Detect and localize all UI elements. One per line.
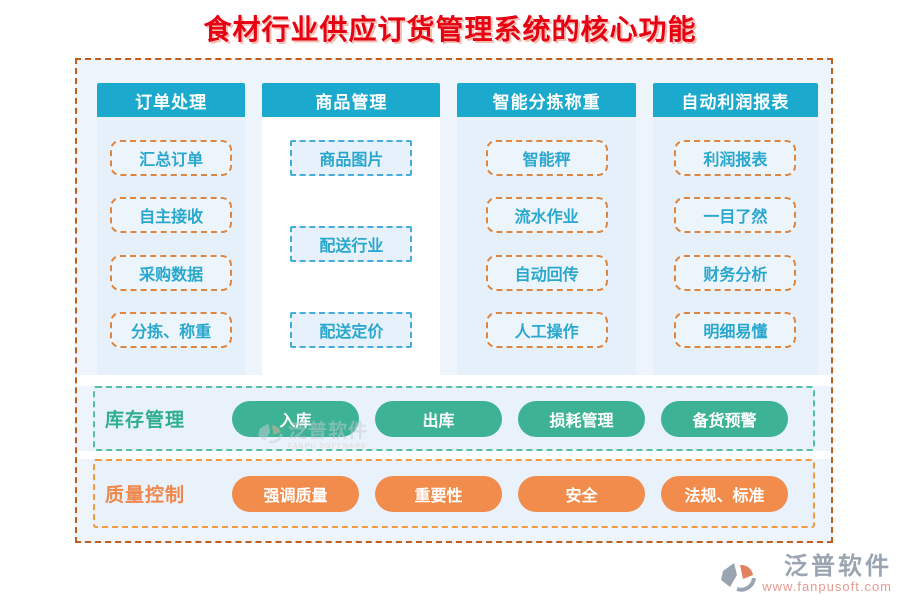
column-body: 智能秤流水作业自动回传人工操作 — [457, 117, 636, 375]
pill-button: 法规、标准 — [661, 475, 788, 512]
feature-column-4: 自动利润报表 利润报表一目了然财务分析明细易懂 — [652, 83, 818, 375]
fanpu-logo: 泛普软件 www.fanpusoft.com — [721, 555, 892, 594]
column-body: 利润报表一目了然财务分析明细易懂 — [652, 117, 818, 375]
feature-column-1: 订单处理汇总订单自主接收采购数据分拣、称重 — [97, 83, 246, 375]
pill-button: 重要性 — [375, 475, 502, 512]
pill-button: 损耗管理 — [518, 400, 645, 437]
row-buttons: 入库 出库 损耗管理 备货预警 — [232, 400, 788, 437]
row-label: 库存管理 — [105, 410, 186, 431]
pill-button: 入库 — [232, 400, 359, 437]
feature-column-3: 智能分拣称重 智能秤流水作业自动回传人工操作 — [457, 83, 636, 375]
column-header: 商品管理 — [262, 83, 441, 117]
feature-item: 一目了然 — [674, 197, 797, 234]
feature-item: 利润报表 — [674, 140, 797, 176]
quality-row: 质量控制 强调质量 重要性 安全 法规、标准 — [93, 459, 815, 528]
pill-button: 出库 — [375, 400, 502, 437]
separator-band — [77, 375, 831, 386]
pill-button: 强调质量 — [232, 475, 359, 512]
fanpu-logo-text: 泛普软件 www.fanpusoft.com — [762, 553, 892, 595]
pill-button: 备货预警 — [661, 400, 788, 437]
feature-item: 汇总订单 — [110, 140, 233, 176]
feature-item: 配送定价 — [290, 312, 413, 348]
feature-item: 智能秤 — [485, 140, 608, 176]
column-header: 智能分拣称重 — [457, 83, 636, 117]
column-body: 汇总订单自主接收采购数据分拣、称重 — [97, 117, 246, 375]
separator-band — [77, 451, 831, 459]
feature-item: 流水作业 — [485, 197, 608, 234]
fanpu-logo-icon — [721, 563, 757, 592]
feature-item: 明细易懂 — [674, 311, 797, 348]
column-body: 商品图片配送行业配送定价 — [262, 117, 441, 375]
fanpu-logo-name: 泛普软件 — [784, 553, 892, 580]
row-buttons: 强调质量 重要性 安全 法规、标准 — [232, 475, 788, 512]
feature-column-2: 商品管理商品图片配送行业配送定价 — [262, 83, 441, 375]
feature-item: 分拣、称重 — [110, 311, 233, 348]
feature-item: 配送行业 — [290, 226, 413, 262]
feature-item: 自动回传 — [485, 254, 608, 291]
feature-item: 人工操作 — [485, 311, 608, 348]
fanpu-logo-url: www.fanpusoft.com — [762, 579, 892, 594]
feature-item: 自主接收 — [110, 197, 233, 234]
inventory-row: 库存管理 入库 出库 损耗管理 备货预警 — [93, 386, 815, 451]
feature-item: 商品图片 — [290, 140, 413, 176]
column-header: 自动利润报表 — [652, 83, 818, 117]
column-header: 订单处理 — [97, 83, 246, 117]
row-label: 质量控制 — [105, 485, 186, 506]
feature-item: 采购数据 — [110, 254, 233, 291]
feature-columns: 订单处理 汇总订单 自主接收 采购数据 分拣、称重 商品管理 商品图片 配送行业 配送定价 智能分… — [97, 83, 818, 375]
pill-button: 安全 — [518, 475, 645, 512]
feature-item: 财务分析 — [674, 254, 797, 291]
page-title: 食材行业供应订货管理系统的核心功能 — [203, 14, 697, 45]
diagram-board: 订单处理 汇总订单 自主接收 采购数据 分拣、称重 商品管理 商品图片 配送行业 配送定价 智能分… — [75, 58, 833, 543]
